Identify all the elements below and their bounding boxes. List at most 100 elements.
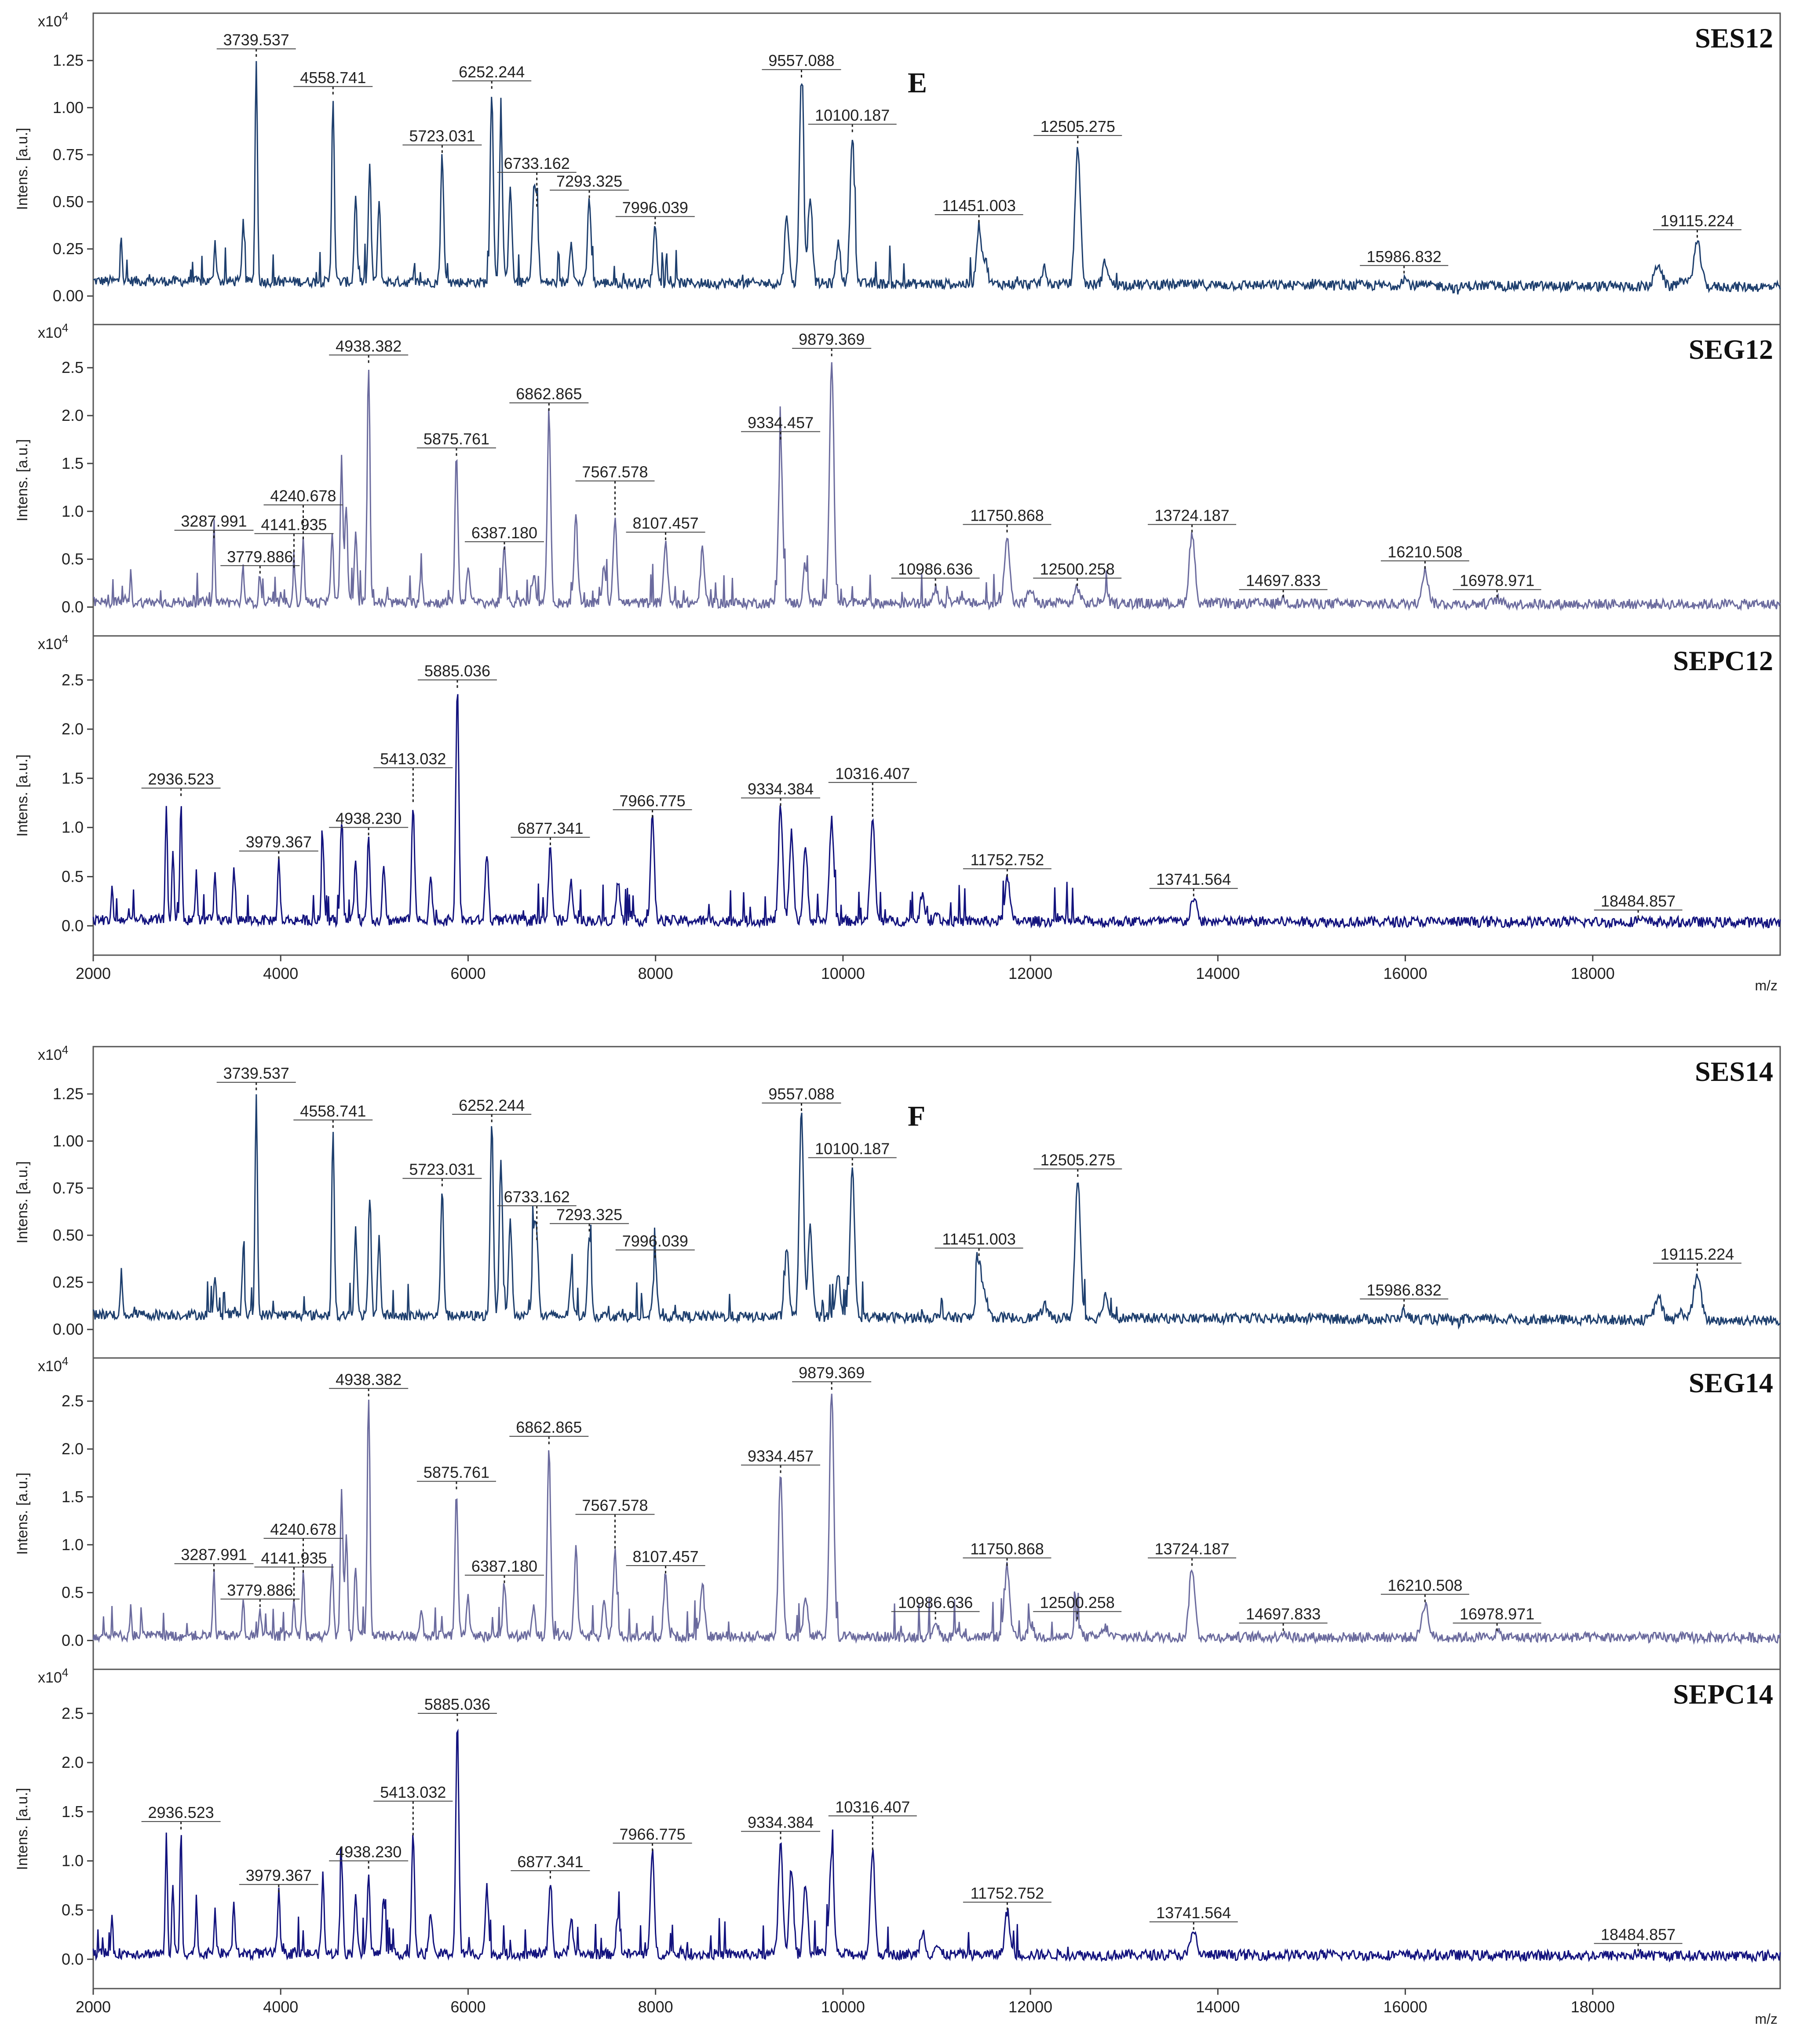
peak-16978.971-label: 16978.971 — [1460, 572, 1534, 590]
y-axis-label: Intens. [a.u.] — [14, 1788, 31, 1870]
y-tick-label: 0.5 — [62, 550, 84, 568]
x-tick-label: 12000 — [1008, 964, 1052, 982]
y-tick-label: 2.5 — [62, 671, 84, 689]
peak-9334.384-label: 9334.384 — [748, 780, 814, 798]
y-tick-label: 0.0 — [62, 1950, 84, 1968]
peak-3979.367-label: 3979.367 — [246, 1866, 312, 1884]
y-tick-label: 0.75 — [53, 146, 84, 164]
panel-title-SEG14: SEG14 — [1689, 1367, 1773, 1398]
peak-7966.775-label: 7966.775 — [620, 1825, 686, 1843]
y-tick-label: 0.5 — [62, 867, 84, 885]
spectrum-panel-SEG14: 0.0 0.5 1.0 1.5 2.0 2.5 x104 Intens. [a.u.] SEG1… — [14, 1354, 1781, 1670]
peak-13741.564-label: 13741.564 — [1156, 1904, 1231, 1922]
panel-frame — [92, 1668, 1781, 1989]
peak-13741.564-label: 13741.564 — [1156, 870, 1231, 888]
peak-9557.088-label: 9557.088 — [768, 1085, 834, 1103]
spectrum-line-SEPC12 — [92, 694, 1781, 930]
peak-3779.886-label: 3779.886 — [227, 548, 293, 566]
peak-7567.578-label: 7567.578 — [582, 463, 648, 481]
spectra-group-E: 0.00 0.25 0.50 0.75 1.00 1.25 x104 Intens. [a.u… — [14, 10, 1781, 993]
peak-14697.833-label: 14697.833 — [1246, 1605, 1321, 1623]
peak-4938.382-label: 4938.382 — [336, 337, 402, 355]
x-axis-unit: m/z — [1755, 2011, 1778, 2027]
panel-title-SES12: SES12 — [1695, 22, 1773, 54]
y-tick-label: 2.5 — [62, 358, 84, 376]
group-letter-F: F — [908, 1100, 925, 1132]
y-scale-factor: x104 — [38, 321, 68, 341]
y-scale-factor: x104 — [38, 1666, 68, 1686]
y-axis-label: Intens. [a.u.] — [14, 128, 31, 210]
panel-title-SEPC12: SEPC12 — [1673, 645, 1773, 676]
peak-11750.868-label: 11750.868 — [970, 507, 1044, 525]
peak-5723.031-label: 5723.031 — [409, 1161, 475, 1179]
peak-18484.857-label: 18484.857 — [1601, 892, 1676, 910]
y-tick-label: 0.50 — [53, 193, 84, 211]
y-scale-factor: x104 — [38, 632, 68, 653]
panel-frame — [92, 12, 1781, 325]
y-axis-label: Intens. [a.u.] — [14, 754, 31, 836]
peak-6387.180-label: 6387.180 — [471, 524, 537, 542]
x-tick-label: 14000 — [1196, 1998, 1240, 2016]
y-scale-factor: x104 — [38, 1043, 68, 1063]
peak-4938.230-label: 4938.230 — [336, 810, 402, 828]
x-tick-label: 16000 — [1384, 1998, 1427, 2016]
x-tick-label: 8000 — [638, 964, 673, 982]
peak-14697.833-label: 14697.833 — [1246, 572, 1321, 590]
peak-7293.325-label: 7293.325 — [556, 172, 622, 190]
peak-8107.457-label: 8107.457 — [632, 1548, 698, 1566]
peak-11752.752-label: 11752.752 — [971, 850, 1044, 869]
y-tick-label: 0.75 — [53, 1179, 84, 1197]
peak-10986.636-label: 10986.636 — [898, 1594, 973, 1612]
x-tick-label: 18000 — [1571, 964, 1615, 982]
panel-title-SEPC14: SEPC14 — [1673, 1679, 1773, 1710]
y-tick-label: 1.0 — [62, 1536, 84, 1554]
x-tick-label: 4000 — [263, 1998, 298, 2016]
peak-15986.832-label: 15986.832 — [1367, 248, 1442, 266]
spectrum-panel-SES12: 0.00 0.25 0.50 0.75 1.00 1.25 x104 Intens. [a.u… — [14, 10, 1781, 325]
y-axis-label: Intens. [a.u.] — [14, 1472, 31, 1555]
peak-3287.991-label: 3287.991 — [181, 512, 247, 530]
y-tick-label: 2.5 — [62, 1704, 84, 1722]
y-tick-label: 0.50 — [53, 1226, 84, 1244]
spectrum-line-SEG14 — [92, 1394, 1781, 1645]
x-tick-label: 18000 — [1571, 1998, 1615, 2016]
panel-frame — [92, 635, 1781, 956]
peak-9334.457-label: 9334.457 — [748, 1447, 814, 1465]
peak-10316.407-label: 10316.407 — [835, 1798, 910, 1816]
peak-4938.230-label: 4938.230 — [336, 1843, 402, 1861]
peak-8107.457-label: 8107.457 — [632, 514, 698, 532]
y-tick-label: 2.0 — [62, 1753, 84, 1771]
y-tick-label: 2.5 — [62, 1392, 84, 1410]
peak-2936.523-label: 2936.523 — [148, 1803, 214, 1821]
peak-11451.003-label: 11451.003 — [942, 1230, 1016, 1248]
peak-13724.187-label: 13724.187 — [1154, 507, 1229, 525]
y-tick-label: 1.5 — [62, 1488, 84, 1506]
y-tick-label: 2.0 — [62, 720, 84, 738]
peak-3287.991-label: 3287.991 — [181, 1546, 247, 1564]
spectrum-panel-SEPC14: 0.0 0.5 1.0 1.5 2.0 2.5 x104 Intens. [a.u.] SEPC… — [14, 1666, 1781, 1989]
y-axis-label: Intens. [a.u.] — [14, 1161, 31, 1243]
peak-6387.180-label: 6387.180 — [471, 1557, 537, 1575]
spectrum-panel-SEG12: 0.0 0.5 1.0 1.5 2.0 2.5 x104 Intens. [a.u.] SEG1… — [14, 321, 1781, 637]
peak-18484.857-label: 18484.857 — [1601, 1925, 1676, 1943]
peak-13724.187-label: 13724.187 — [1154, 1540, 1229, 1558]
peak-10316.407-label: 10316.407 — [835, 764, 910, 782]
peak-11451.003-label: 11451.003 — [942, 197, 1016, 215]
peak-9879.369-label: 9879.369 — [799, 330, 865, 348]
peak-16210.508-label: 16210.508 — [1387, 543, 1462, 561]
x-axis-unit: m/z — [1755, 978, 1778, 993]
peak-6733.162-label: 6733.162 — [504, 1188, 570, 1206]
peak-11750.868-label: 11750.868 — [970, 1540, 1044, 1558]
y-tick-label: 1.5 — [62, 454, 84, 472]
y-scale-factor: x104 — [38, 1354, 68, 1375]
panel-title-SEG12: SEG12 — [1689, 334, 1773, 365]
y-tick-label: 0.25 — [53, 240, 84, 258]
peak-6862.865-label: 6862.865 — [516, 1418, 582, 1436]
y-tick-label: 0.0 — [62, 1631, 84, 1649]
peak-4558.741-label: 4558.741 — [300, 1102, 366, 1120]
spectrum-panel-SES14: 0.00 0.25 0.50 0.75 1.00 1.25 x104 Intens. [a.u… — [14, 1043, 1781, 1359]
peak-10100.187-label: 10100.187 — [815, 106, 890, 124]
peak-6733.162-label: 6733.162 — [504, 154, 570, 172]
peak-7966.775-label: 7966.775 — [620, 792, 686, 810]
